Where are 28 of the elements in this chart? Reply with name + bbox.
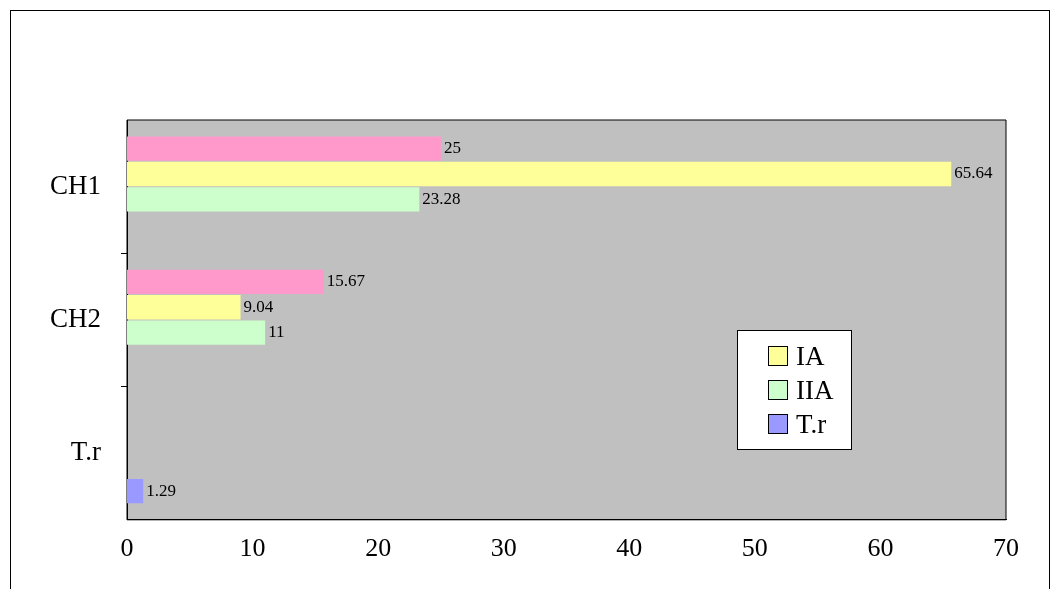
- y-tick-label: CH1: [49, 169, 102, 200]
- legend-label: IIA: [796, 374, 834, 407]
- data-label: 65.64: [954, 163, 993, 183]
- bar: [127, 295, 241, 320]
- y-tick-label: CH2: [49, 302, 102, 333]
- data-label: 9.04: [243, 296, 274, 316]
- x-tick-label: 50: [741, 533, 768, 563]
- data-label: 23.28: [422, 188, 461, 208]
- data-label: 15.67: [326, 271, 366, 291]
- x-tick-label: 30: [490, 533, 517, 563]
- bar: [127, 320, 266, 345]
- legend-label: IA: [796, 340, 825, 373]
- bar: [127, 478, 144, 504]
- bar: [127, 161, 952, 187]
- x-tick-label: 70: [993, 533, 1019, 563]
- x-tick-label: 10: [239, 533, 266, 563]
- bar: [127, 187, 420, 212]
- x-tick-label: 20: [365, 533, 392, 563]
- data-label: 11: [268, 322, 285, 342]
- x-tick-label: 60: [867, 533, 894, 563]
- data-label: 25: [443, 138, 461, 158]
- y-tick-label: T.r: [70, 436, 102, 467]
- x-tick-label: 40: [616, 533, 643, 563]
- x-tick-label: 0: [120, 533, 134, 563]
- legend-label: T.r: [796, 408, 827, 441]
- bar: [127, 269, 324, 295]
- data-label: 1.29: [146, 480, 176, 500]
- bar: [127, 136, 441, 161]
